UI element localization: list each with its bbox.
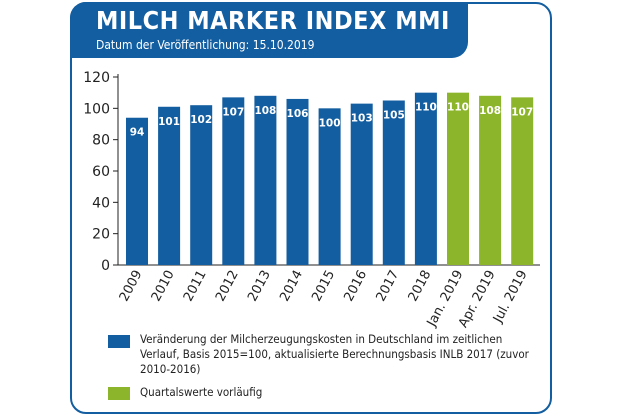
y-tick-label: 80	[92, 133, 110, 149]
y-tick-label: 40	[92, 195, 110, 211]
bar	[222, 97, 245, 265]
chart-subtitle: Datum der Veröffentlichung: 15.10.2019	[96, 38, 315, 52]
x-tick-label: 2011	[181, 268, 210, 304]
y-tick-label: 60	[92, 164, 110, 180]
chart-title: MILCH MARKER INDEX MMI	[96, 6, 450, 35]
bar	[318, 108, 341, 265]
bar	[414, 92, 437, 266]
data-label: 102	[190, 114, 212, 126]
bar	[447, 92, 469, 266]
data-label: 108	[479, 105, 501, 117]
bar	[190, 105, 213, 265]
legend-swatch-blue	[108, 335, 130, 348]
bar	[479, 95, 502, 265]
x-tick-label: 2013	[245, 268, 274, 304]
bar	[511, 97, 534, 265]
legend-label-green: Quartalswerte vorläufig	[140, 385, 263, 399]
y-tick-label: 100	[83, 101, 110, 117]
legend-label-blue: Veränderung der Milcherzeugungskosten in…	[140, 332, 529, 376]
data-label: 94	[130, 127, 145, 139]
x-tick-label: 2012	[213, 268, 242, 304]
data-label: 110	[447, 102, 469, 114]
data-label: 103	[351, 113, 373, 125]
y-tick-label: 120	[83, 70, 110, 86]
x-tick-label: 2016	[341, 268, 370, 304]
x-tick-label: 2017	[374, 268, 403, 304]
title-band: MILCH MARKER INDEX MMI Datum der Veröffe…	[70, 2, 468, 58]
x-tick-label: 2018	[406, 268, 435, 304]
data-label: 110	[415, 102, 437, 114]
legend-swatch-green	[108, 387, 130, 400]
x-tick-label: 2009	[117, 268, 146, 304]
y-tick-label: 20	[92, 227, 110, 243]
data-label: 105	[383, 110, 405, 122]
bar	[350, 103, 373, 265]
data-label: 106	[287, 108, 309, 120]
data-label: 101	[158, 116, 180, 128]
bar	[382, 100, 405, 265]
bar	[286, 98, 309, 265]
x-tick-label: 2010	[149, 268, 178, 304]
bar	[254, 95, 277, 265]
data-label: 108	[254, 105, 276, 117]
x-tick-label: 2014	[277, 268, 306, 304]
bar	[158, 106, 181, 266]
y-tick-label: 0	[101, 258, 110, 274]
data-label: 100	[319, 117, 341, 129]
bar	[126, 117, 148, 265]
data-label: 107	[511, 106, 533, 118]
data-label: 107	[222, 106, 244, 118]
x-tick-label: 2015	[309, 268, 338, 304]
